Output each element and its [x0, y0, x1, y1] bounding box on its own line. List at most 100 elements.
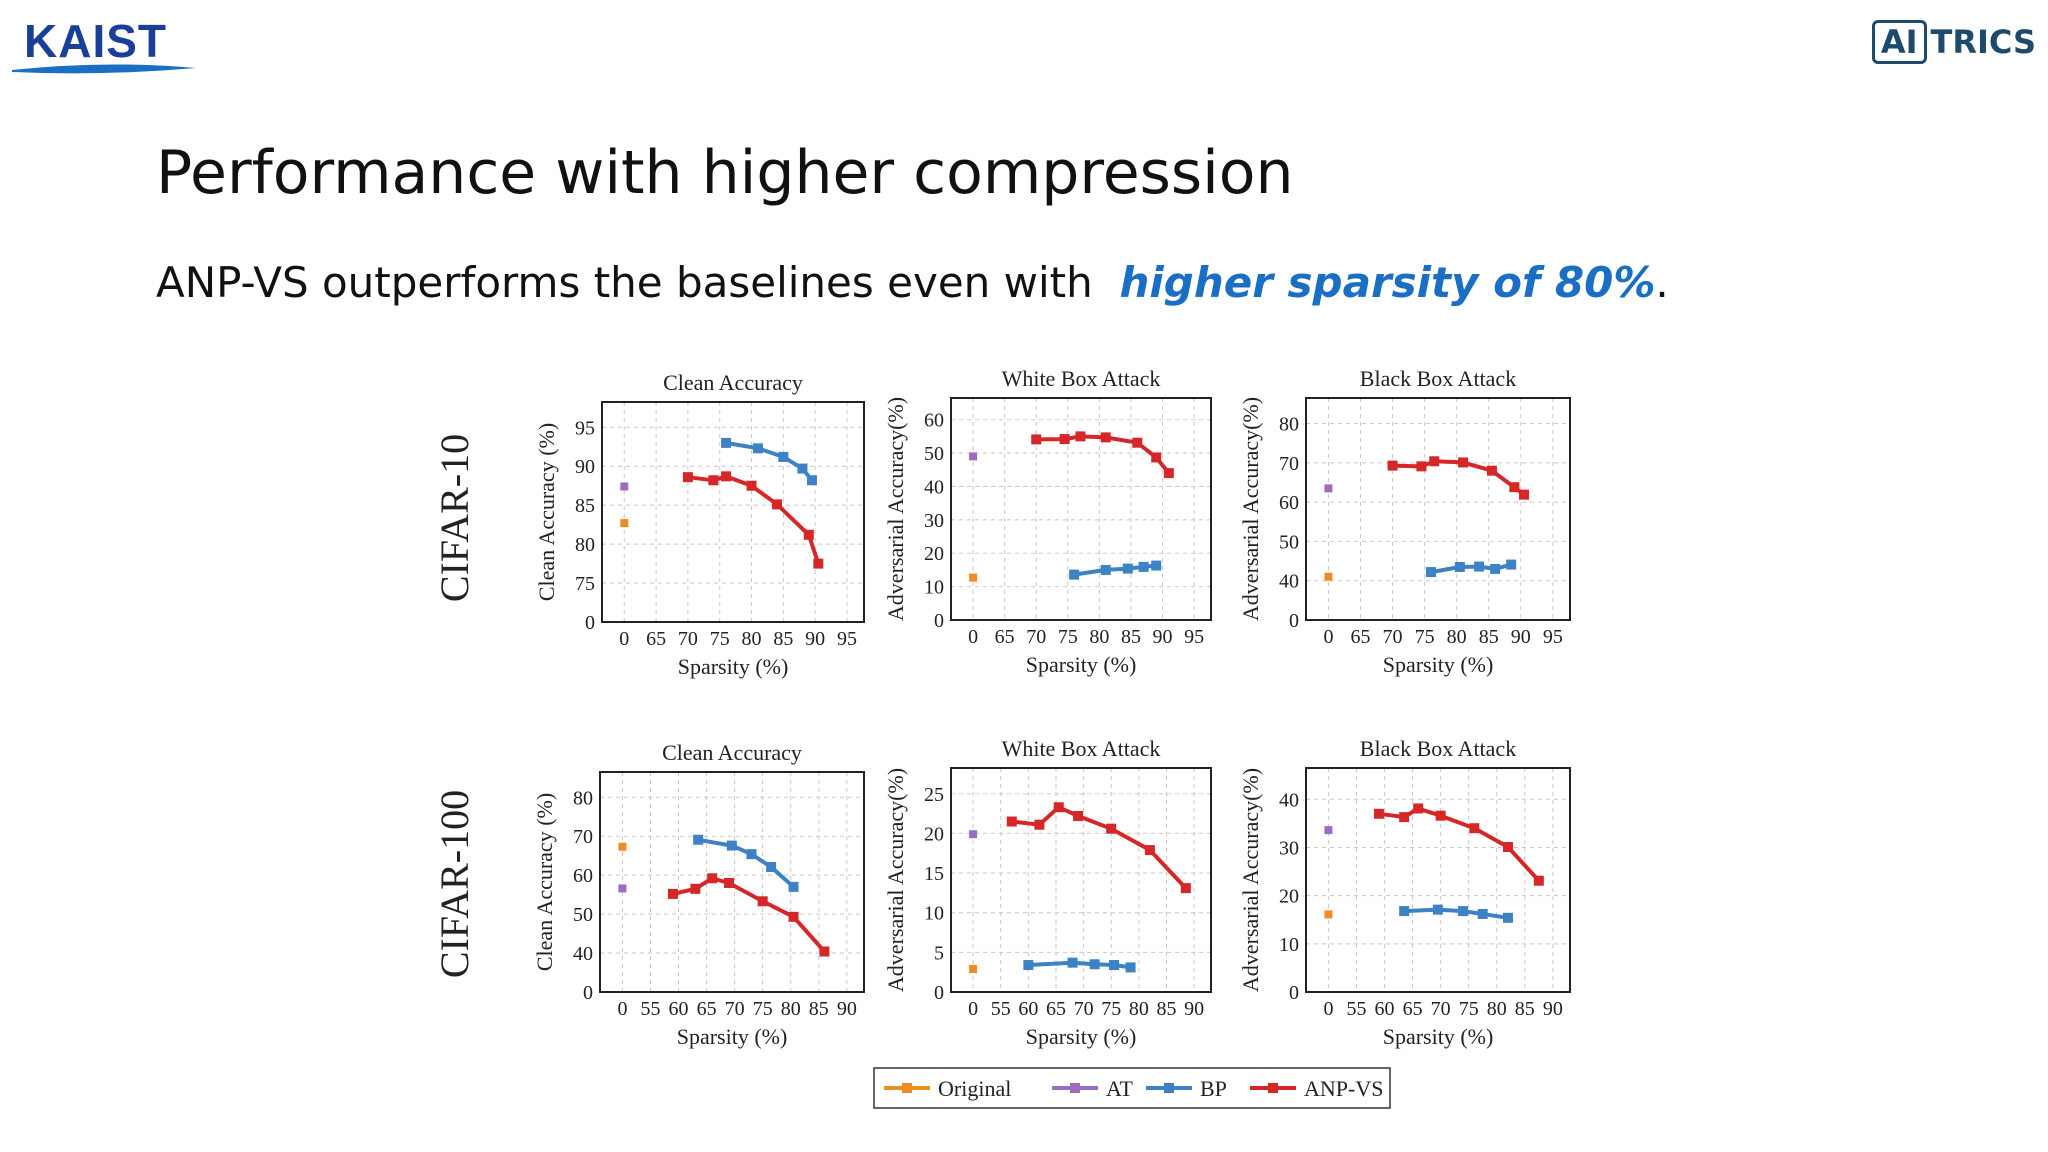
- chart-4-point-anp-vs: [819, 946, 830, 957]
- chart-3-title: Black Box Attack: [1360, 366, 1516, 391]
- chart-6-title: Black Box Attack: [1360, 736, 1516, 761]
- row-label-cifar-100: CIFAR-100: [432, 790, 477, 978]
- chart-3-xtick-label: 85: [1479, 626, 1499, 648]
- chart-6-point-bp: [1477, 908, 1488, 919]
- chart-3-frame: [1305, 397, 1571, 621]
- chart-6-xtick-label: 80: [1487, 998, 1507, 1020]
- chart-2-ytick-label: 10: [924, 577, 944, 599]
- chart-2-ytick-label: 40: [924, 476, 944, 498]
- chart-5-ytick-label: 10: [924, 903, 944, 925]
- chart-2-point-anp-vs: [1163, 468, 1174, 479]
- chart-3-point-anp-vs: [1429, 456, 1440, 467]
- chart-3-point-at: [1324, 484, 1333, 493]
- chart-1-ylabel: Clean Accuracy (%): [534, 423, 559, 601]
- legend-label-at: AT: [1106, 1076, 1133, 1101]
- chart-5-xtick-label: 55: [991, 998, 1011, 1020]
- chart-2-ytick-label: 50: [924, 443, 944, 465]
- chart-5-series-line-anp-vs: [1011, 805, 1188, 890]
- chart-3-point-bp: [1490, 563, 1501, 574]
- chart-3-xtick-label: 70: [1383, 626, 1403, 648]
- subtitle-highlight: higher sparsity of 80%: [1119, 258, 1656, 307]
- legend-swatch-marker-bp: [1164, 1083, 1174, 1093]
- chart-6-xtick-label: 70: [1431, 998, 1451, 1020]
- chart-1-xtick-label: 90: [805, 628, 825, 650]
- legend-label-anp-vs: ANP-VS: [1304, 1076, 1383, 1101]
- chart-6-point-bp: [1399, 906, 1410, 917]
- chart-1-xtick-label: 85: [773, 628, 793, 650]
- chart-2-title: White Box Attack: [1002, 366, 1161, 391]
- chart-5-point-bp: [1023, 960, 1034, 971]
- chart-1-point-bp: [752, 443, 763, 454]
- chart-5-point-bp: [1125, 962, 1136, 973]
- chart-3-ytick-label: 40: [1279, 571, 1299, 593]
- chart-4-point-bp: [726, 840, 737, 851]
- chart-4-xtick-label: 80: [781, 998, 801, 1020]
- aitrics-logo: AI TRICS: [1871, 20, 2036, 64]
- chart-3-xtick-label: 0: [1323, 626, 1333, 648]
- chart-5-ytick-label: 5: [934, 942, 944, 964]
- chart-1-series-line-bp: [725, 440, 814, 482]
- chart-2-point-bp: [1151, 560, 1162, 571]
- chart-1-ytick-label: 95: [575, 417, 595, 439]
- legend-swatch-marker-original: [902, 1083, 912, 1093]
- chart-4-ytick-label: 0: [583, 982, 593, 1004]
- chart-1-xlabel: Sparsity (%): [678, 654, 789, 679]
- chart-1-point-anp-vs: [721, 471, 732, 482]
- chart-5-ytick-label: 20: [924, 823, 944, 845]
- chart-2-xtick-label: 95: [1184, 626, 1204, 648]
- chart-4-point-bp: [746, 849, 757, 860]
- chart-4-ylabel: Clean Accuracy (%): [532, 793, 557, 971]
- chart-3-ytick-label: 50: [1279, 531, 1299, 553]
- chart-2-point-anp-vs: [1151, 452, 1162, 463]
- legend-swatch-marker-anp-vs: [1268, 1083, 1278, 1093]
- chart-5-ylabel: Adversarial Accuracy(%): [883, 768, 908, 992]
- chart-2-point-anp-vs: [1132, 437, 1143, 448]
- chart-2-point-bp: [1138, 561, 1149, 572]
- chart-1-ytick-label: 75: [575, 573, 595, 595]
- chart-5-xtick-label: 90: [1184, 998, 1204, 1020]
- chart-4-ytick-label: 50: [573, 904, 593, 926]
- chart-4-xtick-label: 65: [697, 998, 717, 1020]
- chart-4-ytick-label: 40: [573, 943, 593, 965]
- chart-1-ytick-label: 90: [575, 456, 595, 478]
- chart-6-point-anp-vs: [1533, 875, 1544, 886]
- chart-4-point-bp: [766, 862, 777, 873]
- row-label-cifar-10: CIFAR-10: [432, 434, 477, 602]
- chart-2-point-anp-vs: [1031, 434, 1042, 445]
- chart-2-ytick-label: 20: [924, 543, 944, 565]
- chart-6-point-anp-vs: [1435, 810, 1446, 821]
- chart-3-ytick-label: 60: [1279, 492, 1299, 514]
- chart-4-point-anp-vs: [667, 888, 678, 899]
- chart-6-ytick-label: 20: [1279, 886, 1299, 908]
- chart-6-frame: [1305, 767, 1571, 993]
- chart-1-ytick-label: 85: [575, 495, 595, 517]
- legend-label-bp: BP: [1200, 1076, 1227, 1101]
- chart-3-xtick-label: 65: [1350, 626, 1370, 648]
- chart-3-ytick-label: 80: [1279, 414, 1299, 436]
- chart-1-point-anp-vs: [708, 475, 719, 486]
- chart-5-point-bp: [1108, 960, 1119, 971]
- kaist-logo: KAIST: [10, 14, 200, 78]
- chart-5-ytick-label: 25: [924, 784, 944, 806]
- chart-4-xtick-label: 90: [837, 998, 857, 1020]
- chart-3-xtick-label: 95: [1543, 626, 1563, 648]
- chart-5-ytick-label: 0: [934, 982, 944, 1004]
- subtitle-suffix: .: [1655, 258, 1669, 307]
- chart-3-point-bp: [1506, 559, 1517, 570]
- chart-5-point-bp: [1089, 959, 1100, 970]
- chart-5-point-anp-vs: [1053, 802, 1064, 813]
- chart-5-xtick-label: 70: [1074, 998, 1094, 1020]
- chart-1-title: Clean Accuracy: [663, 370, 803, 395]
- chart-3-point-anp-vs: [1518, 489, 1529, 500]
- chart-2-xtick-label: 70: [1026, 626, 1046, 648]
- chart-4-title: Clean Accuracy: [662, 740, 802, 765]
- chart-3-ylabel: Adversarial Accuracy(%): [1238, 397, 1263, 621]
- chart-1-ytick-label: 80: [575, 534, 595, 556]
- chart-1-xtick-label: 65: [646, 628, 666, 650]
- chart-4-ytick-label: 60: [573, 865, 593, 887]
- chart-4-xtick-label: 0: [617, 998, 627, 1020]
- chart-6-ylabel: Adversarial Accuracy(%): [1238, 768, 1263, 992]
- chart-5-point-anp-vs: [1144, 845, 1155, 856]
- chart-2-point-anp-vs: [1059, 434, 1070, 445]
- chart-3-point-anp-vs: [1416, 461, 1427, 472]
